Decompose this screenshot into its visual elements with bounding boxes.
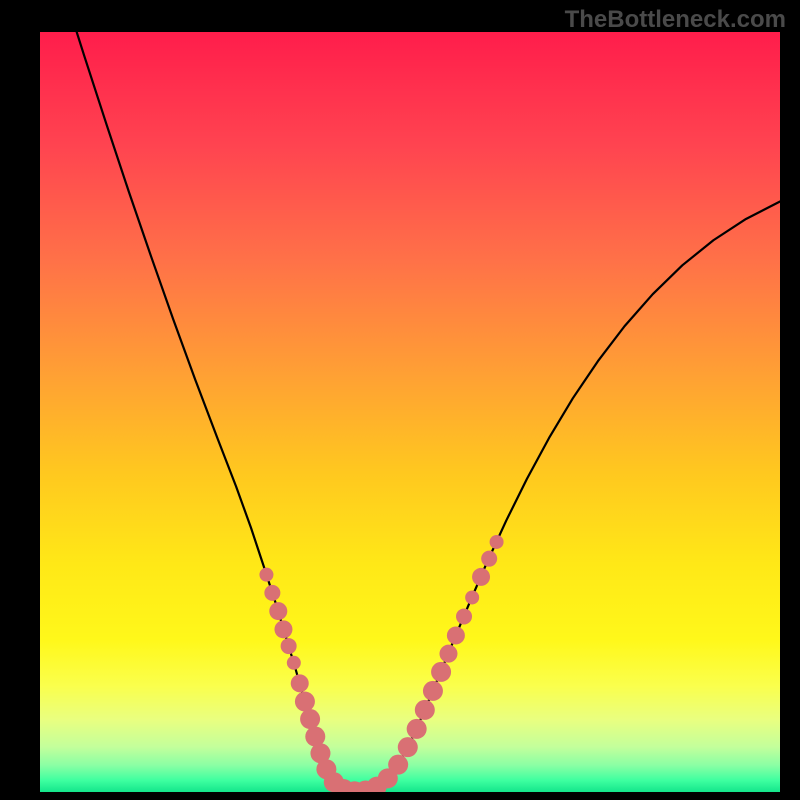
data-dot	[281, 638, 297, 654]
data-dot	[439, 645, 457, 663]
plot-gradient-background	[40, 32, 780, 792]
data-dot	[415, 700, 435, 720]
data-dot	[259, 568, 273, 582]
data-dot	[472, 568, 490, 586]
data-dot	[274, 620, 292, 638]
data-dot	[388, 755, 408, 775]
data-dot	[423, 681, 443, 701]
data-dot	[407, 719, 427, 739]
data-dot	[269, 602, 287, 620]
data-dot	[490, 535, 504, 549]
data-dot	[456, 608, 472, 624]
data-dot	[300, 709, 320, 729]
data-dot	[264, 585, 280, 601]
bottleneck-chart	[0, 0, 800, 800]
watermark-text: TheBottleneck.com	[565, 6, 786, 34]
data-dot	[481, 551, 497, 567]
data-dot	[295, 692, 315, 712]
data-dot	[465, 590, 479, 604]
data-dot	[291, 674, 309, 692]
data-dot	[447, 626, 465, 644]
chart-frame: TheBottleneck.com	[0, 0, 800, 800]
data-dot	[431, 662, 451, 682]
data-dot	[398, 737, 418, 757]
data-dot	[287, 656, 301, 670]
